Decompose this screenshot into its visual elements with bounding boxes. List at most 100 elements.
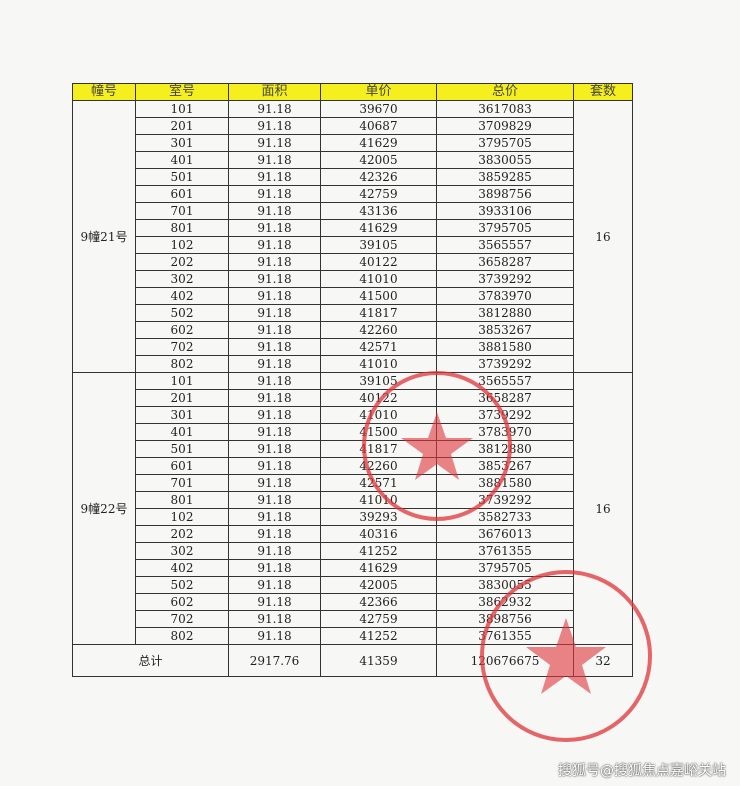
total-price-cell: 3862932 xyxy=(436,593,574,611)
unit-price-cell: 39670 xyxy=(320,100,437,118)
unit-price-cell: 39293 xyxy=(320,508,437,526)
room-cell: 802 xyxy=(135,627,229,645)
room-cell: 602 xyxy=(135,321,229,339)
area-cell: 91.18 xyxy=(228,253,321,271)
area-cell: 91.18 xyxy=(228,304,321,322)
room-cell: 801 xyxy=(135,219,229,237)
table-row: 102 91.18 39293 3582733 xyxy=(73,508,633,526)
unit-price-cell: 39105 xyxy=(320,236,437,254)
area-cell: 91.18 xyxy=(228,525,321,543)
area-cell: 91.18 xyxy=(228,406,321,424)
area-cell: 91.18 xyxy=(228,287,321,305)
room-cell: 101 xyxy=(135,372,229,390)
area-cell: 91.18 xyxy=(228,338,321,356)
table-row: 202 91.18 40122 3658287 xyxy=(73,253,633,271)
room-cell: 202 xyxy=(135,525,229,543)
room-cell: 102 xyxy=(135,236,229,254)
building-cell: 9幢22号 xyxy=(72,372,136,645)
table-row: 502 91.18 42005 3830055 xyxy=(73,576,633,594)
unit-price-cell: 41629 xyxy=(320,559,437,577)
table-row: 502 91.18 41817 3812880 xyxy=(73,304,633,322)
room-cell: 302 xyxy=(135,542,229,560)
area-cell: 91.18 xyxy=(228,270,321,288)
room-cell: 801 xyxy=(135,491,229,509)
unit-price-cell: 41629 xyxy=(320,219,437,237)
room-cell: 601 xyxy=(135,185,229,203)
total-price-cell: 3812880 xyxy=(436,440,574,458)
area-cell: 91.18 xyxy=(228,542,321,560)
unit-price-cell: 41500 xyxy=(320,423,437,441)
header-building: 幢号 xyxy=(72,83,136,101)
count-cell: 16 xyxy=(573,100,633,373)
area-cell: 91.18 xyxy=(228,372,321,390)
room-cell: 501 xyxy=(135,168,229,186)
unit-price-cell: 41010 xyxy=(320,355,437,373)
area-cell: 91.18 xyxy=(228,457,321,475)
unit-price-cell: 43136 xyxy=(320,202,437,220)
total-label: 总计 xyxy=(72,644,229,677)
total-price-cell: 3830055 xyxy=(436,576,574,594)
table-row: 701 91.18 42571 3881580 xyxy=(73,474,633,492)
room-cell: 502 xyxy=(135,576,229,594)
total-price-cell: 3853267 xyxy=(436,321,574,339)
total-price-cell: 3565557 xyxy=(436,372,574,390)
area-cell: 91.18 xyxy=(228,389,321,407)
table-row: 801 91.18 41010 3739292 xyxy=(73,491,633,509)
unit-price-cell: 40687 xyxy=(320,117,437,135)
room-cell: 402 xyxy=(135,287,229,305)
watermark: 搜狐号@搜狐焦点嘉峪关站 xyxy=(558,763,726,779)
table-row: 702 91.18 42759 3898756 xyxy=(73,610,633,628)
total-price-cell: 3783970 xyxy=(436,423,574,441)
area-cell: 91.18 xyxy=(228,219,321,237)
total-price-cell: 3853267 xyxy=(436,457,574,475)
total-price-cell: 3582733 xyxy=(436,508,574,526)
total-price-cell: 3676013 xyxy=(436,525,574,543)
area-cell: 91.18 xyxy=(228,355,321,373)
table-row: 201 91.18 40122 3658287 xyxy=(73,389,633,407)
area-cell: 91.18 xyxy=(228,236,321,254)
area-cell: 91.18 xyxy=(228,423,321,441)
area-cell: 91.18 xyxy=(228,474,321,492)
total-price-cell: 3812880 xyxy=(436,304,574,322)
total-price-cell: 3830055 xyxy=(436,151,574,169)
table-row: 601 91.18 42759 3898756 xyxy=(73,185,633,203)
area-cell: 91.18 xyxy=(228,185,321,203)
room-cell: 601 xyxy=(135,457,229,475)
room-cell: 402 xyxy=(135,559,229,577)
price-list-sheet: 幢号 室号 面积 单价 总价 套数 9幢21号 101 91.18 39670 3617… xyxy=(72,83,633,677)
room-cell: 702 xyxy=(135,338,229,356)
total-price-cell: 3881580 xyxy=(436,474,574,492)
room-cell: 802 xyxy=(135,355,229,373)
table-row: 601 91.18 42260 3853267 xyxy=(73,457,633,475)
room-cell: 102 xyxy=(135,508,229,526)
area-cell: 91.18 xyxy=(228,576,321,594)
total-price-cell: 3898756 xyxy=(436,610,574,628)
table-row: 802 91.18 41252 3761355 xyxy=(73,627,633,645)
room-cell: 701 xyxy=(135,202,229,220)
table-row: 301 91.18 41629 3795705 xyxy=(73,134,633,152)
table-row: 102 91.18 39105 3565557 xyxy=(73,236,633,254)
total-price-cell: 3795705 xyxy=(436,219,574,237)
room-cell: 301 xyxy=(135,406,229,424)
table-row: 702 91.18 42571 3881580 xyxy=(73,338,633,356)
table-row: 402 91.18 41500 3783970 xyxy=(73,287,633,305)
total-price-cell: 3739292 xyxy=(436,355,574,373)
unit-price-cell: 42005 xyxy=(320,576,437,594)
unit-price-cell: 42759 xyxy=(320,185,437,203)
unit-price-cell: 39105 xyxy=(320,372,437,390)
unit-price-cell: 42326 xyxy=(320,168,437,186)
total-price-cell: 3739292 xyxy=(436,270,574,288)
unit-price-cell: 42571 xyxy=(320,474,437,492)
total-price-cell: 3658287 xyxy=(436,253,574,271)
table-row: 201 91.18 40687 3709829 xyxy=(73,117,633,135)
unit-price-cell: 41010 xyxy=(320,406,437,424)
header-total-price: 总价 xyxy=(436,83,574,101)
area-cell: 91.18 xyxy=(228,134,321,152)
area-cell: 91.18 xyxy=(228,508,321,526)
table-row: 801 91.18 41629 3795705 xyxy=(73,219,633,237)
unit-price-cell: 41817 xyxy=(320,304,437,322)
total-price: 120676675 xyxy=(436,644,574,677)
area-cell: 91.18 xyxy=(228,202,321,220)
room-cell: 401 xyxy=(135,151,229,169)
area-cell: 91.18 xyxy=(228,117,321,135)
